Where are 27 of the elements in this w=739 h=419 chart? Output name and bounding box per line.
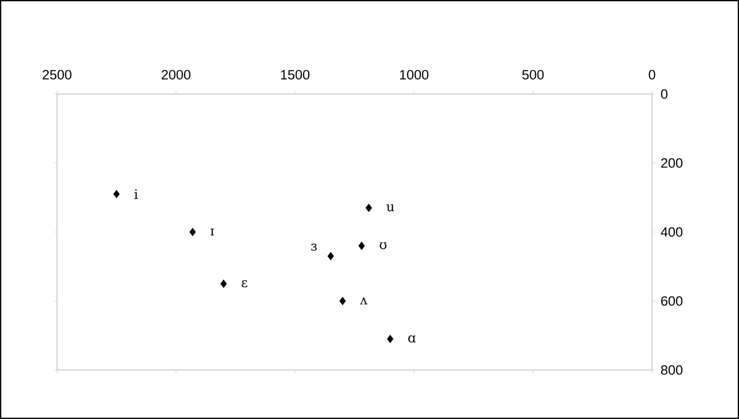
x-tick-label: 500 bbox=[522, 70, 544, 80]
point bbox=[366, 204, 372, 212]
y-tick-label: 200 bbox=[661, 158, 682, 168]
point bbox=[358, 242, 365, 250]
y-tick-label: 800 bbox=[661, 365, 682, 375]
point bbox=[387, 334, 394, 344]
x-tick-label: 1500 bbox=[281, 70, 310, 80]
point bbox=[328, 252, 334, 260]
annotation: ɜ bbox=[311, 244, 317, 251]
y-tick-label: 600 bbox=[661, 296, 682, 306]
annotation: i bbox=[134, 189, 138, 199]
annotation: ɑ bbox=[408, 335, 416, 343]
annotation: ɛ bbox=[242, 280, 248, 288]
x-tick-label: 2500 bbox=[42, 70, 72, 80]
point bbox=[113, 190, 120, 198]
x-tick-label: 1000 bbox=[400, 70, 428, 80]
x-tick-label: 0 bbox=[648, 70, 656, 80]
y-tick-label: 0 bbox=[661, 89, 668, 99]
annotation: u bbox=[386, 204, 394, 212]
annotation: ʌ bbox=[360, 298, 368, 304]
y-tick-label: 400 bbox=[660, 227, 682, 237]
point bbox=[339, 296, 346, 306]
point bbox=[220, 280, 227, 288]
annotation: ʊ bbox=[380, 242, 386, 250]
x-tick-label: 2000 bbox=[162, 70, 190, 80]
point bbox=[189, 228, 196, 236]
annotation: ɪ bbox=[210, 228, 214, 236]
